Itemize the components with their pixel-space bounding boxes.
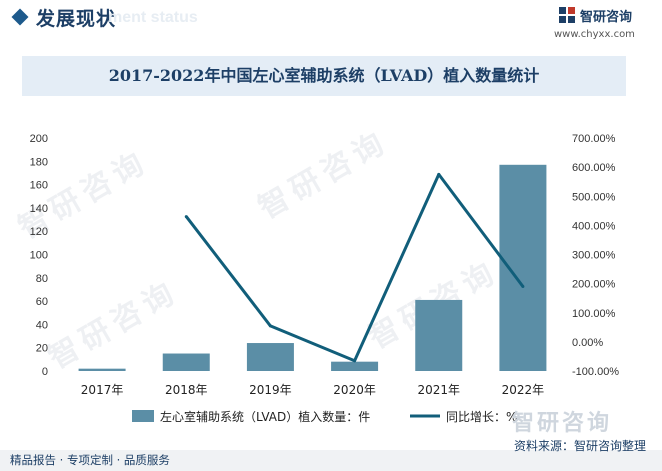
right-tick-label: 200.00% <box>572 279 616 291</box>
line-point <box>353 359 357 363</box>
section-title: 发展现状 <box>36 8 117 30</box>
footer-slogan: 精品报告 · 专项定制 · 品质服务 <box>10 453 170 467</box>
x-tick-label: 2021年 <box>417 383 460 397</box>
left-tick-label: 0 <box>42 366 48 378</box>
brand-name: 智研咨询 <box>580 10 633 25</box>
left-tick-label: 20 <box>36 343 48 355</box>
left-axis-ticks: 0 20 40 60 80 100 120 140 160 180 200 <box>30 133 48 378</box>
source-note: 资料来源：智研咨询整理 <box>513 439 646 453</box>
left-tick-label: 140 <box>30 203 48 215</box>
x-tick-label: 2018年 <box>165 383 208 397</box>
growth-line <box>185 172 525 363</box>
legend-bar-label: 左心室辅助系统（LVAD）植入数量：件 <box>160 409 370 424</box>
left-tick-label: 60 <box>36 296 48 308</box>
bar <box>162 353 210 371</box>
footer-bar <box>0 450 662 471</box>
x-tick-label: 2022年 <box>502 383 545 397</box>
line-series <box>184 172 525 363</box>
left-tick-label: 160 <box>30 180 48 192</box>
line-point <box>437 172 441 176</box>
brand-url: www.chyxx.com <box>554 29 635 40</box>
bar <box>78 368 126 371</box>
line-point <box>521 285 525 289</box>
right-tick-label: 0.00% <box>572 337 603 349</box>
section-subtitle: ment status <box>108 9 198 26</box>
x-axis-ticks: 2017年 2018年 2019年 2020年 2021年 2022年 <box>81 383 544 397</box>
legend-line-label: 同比增长：% <box>446 410 517 424</box>
title-band <box>22 56 626 96</box>
chart-title: 2017-2022年中国左心室辅助系统（LVAD）植入数量统计 <box>108 66 540 85</box>
left-tick-label: 40 <box>36 319 48 331</box>
legend: 左心室辅助系统（LVAD）植入数量：件 同比增长：% <box>132 409 517 424</box>
left-tick-label: 120 <box>30 226 48 238</box>
x-tick-label: 2020年 <box>333 383 376 397</box>
left-tick-label: 80 <box>36 273 48 285</box>
left-tick-label: 200 <box>30 133 48 145</box>
bar <box>331 361 379 371</box>
right-tick-label: 400.00% <box>572 220 616 232</box>
right-tick-label: 100.00% <box>572 308 616 320</box>
x-tick-label: 2019年 <box>249 383 292 397</box>
right-tick-label: 600.00% <box>572 162 616 174</box>
right-tick-label: 700.00% <box>572 133 616 145</box>
chart-area: 0 20 40 60 80 100 120 140 160 180 200 -100.00% 0.00… <box>30 133 620 424</box>
right-tick-label: 300.00% <box>572 250 616 262</box>
legend-bar-swatch <box>132 410 154 422</box>
brand-logo-icon <box>559 7 575 23</box>
x-tick-label: 2017年 <box>81 383 124 397</box>
line-point <box>184 215 188 219</box>
bar <box>246 343 294 371</box>
watermark-brand: 智研咨询 <box>512 411 613 436</box>
left-tick-label: 100 <box>30 250 48 262</box>
line-point <box>268 324 272 328</box>
header: 发展现状 ment status 智研咨询 www.chyxx.com <box>0 0 662 40</box>
bar <box>415 299 463 371</box>
right-tick-label: -100.00% <box>572 366 619 378</box>
right-axis-ticks: -100.00% 0.00% 100.00% 200.00% 300.00% 400.00… <box>572 133 619 378</box>
right-tick-label: 500.00% <box>572 191 616 203</box>
left-tick-label: 180 <box>30 156 48 168</box>
bar-series <box>78 164 547 371</box>
bar <box>499 164 547 371</box>
